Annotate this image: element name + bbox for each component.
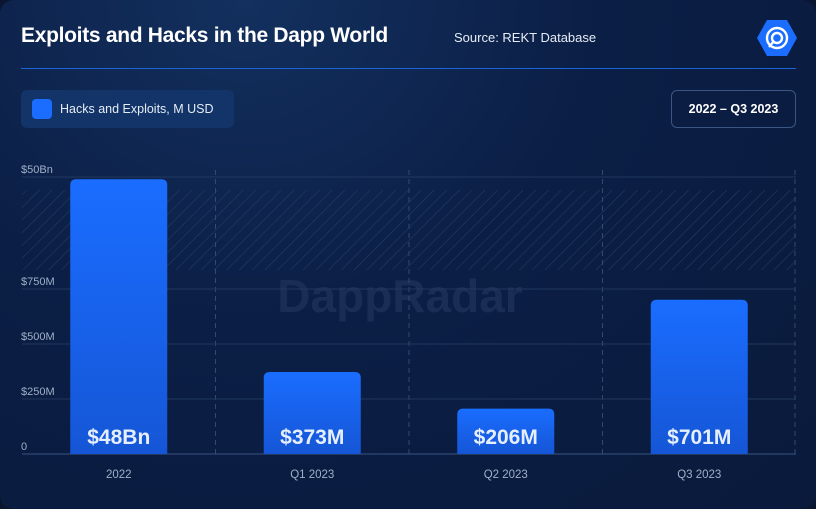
legend: Hacks and Exploits, M USD xyxy=(21,90,234,128)
y-tick-label: $750M xyxy=(21,276,55,288)
data-label: $206M xyxy=(474,426,538,449)
y-tick-label: 0 xyxy=(21,441,27,453)
y-tick-label: $500M xyxy=(21,331,55,343)
dappradar-logo-icon xyxy=(757,20,797,56)
bar xyxy=(650,299,748,454)
bar xyxy=(70,179,168,455)
x-tick-label: Q2 2023 xyxy=(484,469,528,481)
date-range-button[interactable]: 2022 – Q3 2023 xyxy=(671,90,796,128)
header-divider xyxy=(21,68,796,69)
x-tick-label: 2022 xyxy=(106,469,132,481)
x-tick-label: Q1 2023 xyxy=(290,469,334,481)
watermark: DappRadar xyxy=(277,270,522,322)
legend-swatch xyxy=(32,99,52,119)
source-label: Source: REKT Database xyxy=(454,30,597,45)
y-tick-label: $250M xyxy=(21,386,55,398)
data-label: $48Bn xyxy=(87,426,150,449)
bar xyxy=(263,371,361,454)
legend-label: Hacks and Exploits, M USD xyxy=(60,102,214,116)
data-label: $373M xyxy=(280,426,344,449)
x-tick-label: Q3 2023 xyxy=(677,469,721,481)
data-label: $701M xyxy=(667,426,731,449)
bar xyxy=(457,408,555,454)
chart-title: Exploits and Hacks in the Dapp World xyxy=(21,24,388,47)
y-tick-label: $50Bn xyxy=(21,164,53,176)
